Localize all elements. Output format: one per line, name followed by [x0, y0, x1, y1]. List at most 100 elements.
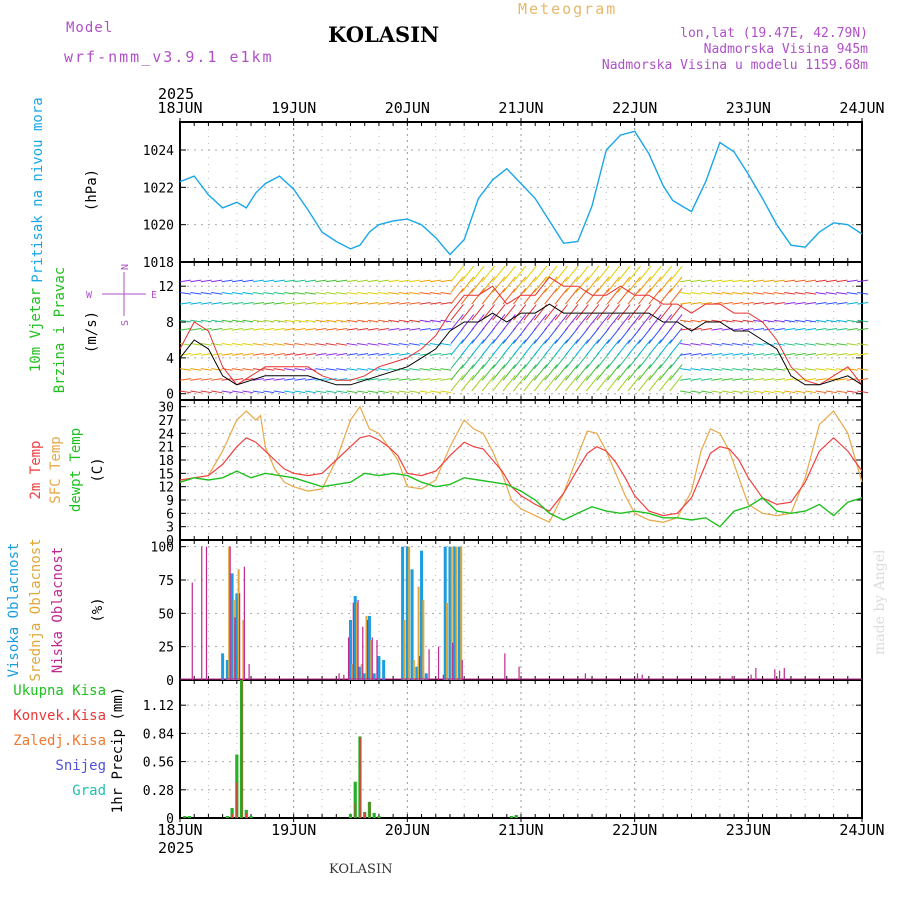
- wind-arrow: [221, 327, 233, 331]
- wind-arrow: [638, 304, 652, 321]
- wind-arrow: [284, 319, 296, 323]
- wind-arrow: [179, 343, 191, 346]
- wind-arrow: [232, 378, 244, 381]
- wind-arrow: [565, 304, 579, 321]
- wind-arrow: [357, 343, 369, 346]
- wind-arrow: [690, 368, 702, 371]
- wind-arrow: [450, 304, 464, 321]
- cloud-bar-mid: [450, 546, 453, 680]
- wind-gust-line: [179, 276, 863, 386]
- wind-arrow: [700, 291, 712, 295]
- wind-arrow: [606, 375, 621, 392]
- bottom-date-label: 20JUN: [385, 821, 430, 839]
- wind-arrow: [815, 343, 827, 346]
- wind-arrow: [794, 291, 806, 295]
- wind-arrow: [732, 319, 744, 323]
- wind-arrow: [440, 353, 452, 356]
- wind-arrow: [690, 279, 702, 283]
- wind-arrow: [533, 265, 548, 283]
- precip-legend-2: Konvek.Kisa: [13, 708, 106, 724]
- wind-arrow: [190, 378, 202, 381]
- wind-arrow: [575, 352, 589, 369]
- wind-arrow: [377, 368, 389, 371]
- precip-convective-bar: [236, 782, 238, 818]
- precip-total-bar: [249, 815, 253, 818]
- wind-arrow: [179, 390, 191, 394]
- wind-arrow: [721, 279, 733, 283]
- wind-arrow: [836, 301, 848, 305]
- wind-arrow: [794, 279, 806, 283]
- wind-arrow: [398, 390, 410, 394]
- wind-arrow: [836, 390, 848, 394]
- wind-arrow: [502, 352, 516, 369]
- wind-arrow: [284, 301, 296, 305]
- wind-arrow: [752, 291, 765, 295]
- pressure-frame: [179, 121, 863, 263]
- wind-arrow: [294, 319, 306, 323]
- wind-arrow: [565, 265, 579, 283]
- wind-arrow: [533, 352, 548, 369]
- wind-arrow: [409, 279, 421, 283]
- wind-arrow: [190, 390, 202, 394]
- wind-arrow: [409, 291, 421, 295]
- wind-arrow: [554, 364, 568, 381]
- wind-arrow: [742, 390, 754, 394]
- wind-arrow: [533, 276, 548, 293]
- wind-arrow: [721, 343, 733, 346]
- wind-arrow: [242, 327, 254, 331]
- temperature-ytick-label: 24: [158, 427, 174, 442]
- wind-arrow: [419, 319, 431, 323]
- temperature-ytick-label: 0: [166, 534, 174, 549]
- wind-arrow: [419, 301, 431, 305]
- precip-total-bar: [514, 814, 518, 818]
- wind-arrow: [419, 291, 431, 295]
- cloud-bar-low: [428, 649, 430, 680]
- wind-arrow: [336, 368, 348, 371]
- wind-arrow: [680, 390, 692, 394]
- wind-arrow: [763, 327, 775, 331]
- wind-arrow: [732, 301, 744, 305]
- wind-arrow: [711, 378, 723, 381]
- wind-arrow: [680, 368, 692, 371]
- wind-arrow: [200, 378, 212, 381]
- wind-arrow: [398, 301, 410, 305]
- cloud-bar-high: [230, 573, 234, 680]
- wind-arrow: [242, 301, 254, 305]
- wind-unit-label: (m/s): [84, 311, 100, 353]
- wind-arrow: [606, 304, 621, 321]
- wind-arrow: [773, 368, 785, 371]
- wind-arrow: [481, 375, 495, 392]
- wind-arrow: [513, 276, 527, 293]
- temp-axis-title-3: dewpt Temp: [68, 428, 84, 512]
- wind-arrow: [294, 353, 306, 356]
- wind-arrow: [690, 390, 702, 394]
- wind-arrow: [304, 327, 316, 331]
- wind-arrow: [752, 301, 765, 305]
- cloud-bar-mid: [408, 546, 411, 680]
- precip-total-bar: [230, 807, 234, 818]
- wind-arrow: [680, 279, 692, 283]
- wind-arrow: [221, 353, 233, 356]
- wind-arrow: [825, 343, 837, 346]
- wind-arrow: [711, 390, 723, 394]
- wind-arrow: [200, 319, 212, 323]
- wind-arrow: [221, 301, 233, 305]
- wind-arrow: [325, 291, 337, 295]
- wind-arrow: [367, 353, 379, 356]
- cloud-bar-mid: [365, 616, 368, 680]
- wind-barbs-layer: [179, 265, 869, 394]
- wind-arrow: [617, 304, 631, 321]
- bottom-year-label: 2025: [158, 839, 194, 857]
- wind-arrow: [419, 378, 431, 381]
- wind-arrow: [190, 279, 202, 283]
- wind-arrow: [304, 368, 316, 371]
- wind-arrow: [815, 279, 827, 283]
- precip-convective-bar: [354, 802, 357, 818]
- wind-arrow: [460, 352, 475, 369]
- wind-arrow: [690, 327, 702, 331]
- wind-arrow: [471, 327, 485, 344]
- wind-arrow: [805, 301, 817, 305]
- wind-arrow: [857, 368, 869, 371]
- wind-arrow: [763, 353, 775, 356]
- wind-arrow: [742, 291, 754, 295]
